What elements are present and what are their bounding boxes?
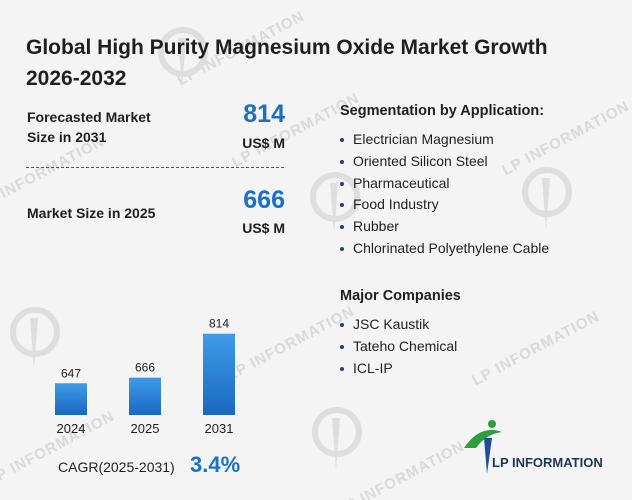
list-item: JSC Kaustik (340, 314, 457, 336)
market-bar-chart: 647 2024 666 2025 814 2031 (55, 317, 235, 436)
bullet-icon (340, 225, 344, 230)
current-size-value: 666 (243, 186, 285, 214)
segmentation-list: Electrician Magnesium Oriented Silicon S… (340, 129, 549, 260)
list-item: Food Industry (340, 194, 549, 216)
forecast-label: Forecasted Market Size in 2031 (27, 109, 151, 145)
cagr-label: CAGR(2025-2031) (58, 459, 175, 475)
bullet-icon (340, 344, 344, 349)
data-label-2025: 666 (135, 361, 155, 375)
watermark-logo-icon (312, 407, 362, 470)
bullet-icon (340, 246, 344, 251)
bullet-icon (340, 203, 344, 208)
companies-list: JSC Kaustik Tateho Chemical ICL-IP (340, 314, 457, 379)
bullet-icon (340, 323, 344, 327)
list-item: Rubber (340, 216, 549, 238)
current-size-unit: US$ M (242, 220, 285, 236)
page-title: Global High Purity Magnesium Oxide Marke… (26, 36, 548, 90)
cagr-value: 3.4% (190, 452, 241, 477)
list-item: Electrician Magnesium (340, 129, 549, 151)
x-tick-label-2024: 2024 (57, 421, 86, 436)
forecast-value: 814 (243, 100, 285, 128)
divider (26, 167, 284, 168)
x-tick-label-2025: 2025 (131, 421, 160, 436)
bullet-icon (340, 138, 344, 142)
logo-text: LP INFORMATION (492, 455, 603, 470)
bar-2024 (55, 383, 87, 415)
list-item: Oriented Silicon Steel (340, 151, 549, 173)
companies-heading: Major Companies (340, 288, 461, 304)
watermark-text: LP INFORMATION (469, 307, 603, 390)
segmentation-heading: Segmentation by Application: (340, 103, 545, 119)
bullet-icon (340, 159, 344, 164)
chart-marks: 647 2024 666 2025 814 2031 (55, 317, 235, 436)
data-label-2024: 647 (61, 366, 81, 380)
bullet-icon (340, 366, 344, 371)
watermark-text: LP INFORMATION (334, 437, 468, 500)
forecast-unit: US$ M (242, 135, 285, 151)
list-item: Pharmaceutical (340, 173, 549, 195)
current-size-label: Market Size in 2025 (27, 205, 156, 221)
list-item: Chlorinated Polyethylene Cable (340, 238, 549, 260)
list-item: ICL-IP (340, 358, 457, 380)
lp-information-logo-icon (464, 420, 502, 474)
x-tick-label-2031: 2031 (205, 421, 234, 436)
data-label-2031: 814 (209, 317, 229, 331)
bullet-icon (340, 181, 344, 186)
bar-2031 (203, 333, 235, 415)
bar-2025 (129, 377, 161, 415)
list-item: Tateho Chemical (340, 336, 457, 358)
